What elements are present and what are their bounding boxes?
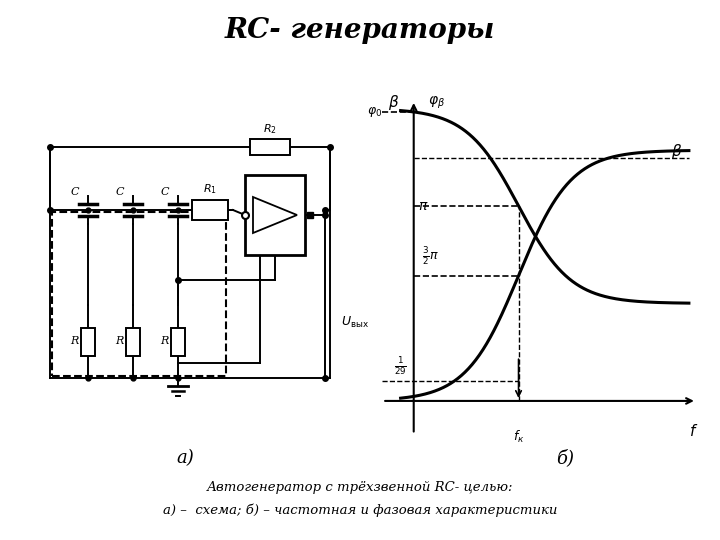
Bar (192, 200, 228, 220)
Text: RC- генераторы: RC- генераторы (225, 17, 495, 44)
Text: $R_1$: $R_1$ (203, 182, 217, 196)
Text: C: C (161, 187, 169, 197)
Text: а) –  схема; б) – частотная и фазовая характеристики: а) – схема; б) – частотная и фазовая хар… (163, 503, 557, 517)
Bar (126, 327, 140, 355)
Bar (171, 327, 185, 355)
Text: $f$: $f$ (690, 423, 699, 439)
Text: C: C (116, 187, 125, 197)
Text: $\frac{1}{29}$: $\frac{1}{29}$ (394, 355, 407, 377)
Text: $\varphi_{\beta}$: $\varphi_{\beta}$ (428, 94, 445, 111)
Bar (245, 175, 305, 255)
Text: R: R (160, 336, 168, 347)
Text: C: C (71, 187, 79, 197)
Text: R: R (114, 336, 123, 347)
Bar (81, 327, 95, 355)
Text: б): б) (556, 449, 574, 467)
Text: R: R (70, 336, 78, 347)
Text: $\pi$: $\pi$ (418, 199, 428, 213)
Text: $\varphi_0$: $\varphi_0$ (366, 105, 382, 119)
Text: Автогенератор с трёхзвенной RC- целью:: Автогенератор с трёхзвенной RC- целью: (207, 482, 513, 495)
Text: $\frac{3}{2}\pi$: $\frac{3}{2}\pi$ (422, 245, 438, 267)
Text: а): а) (176, 449, 194, 467)
Text: $f_к$: $f_к$ (513, 429, 524, 445)
Text: $\beta$: $\beta$ (670, 141, 682, 161)
Text: $U_{\rm{вых}}$: $U_{\rm{вых}}$ (341, 314, 369, 329)
Bar (250, 139, 290, 155)
Text: $R_2$: $R_2$ (263, 122, 277, 136)
Text: $\beta$: $\beta$ (388, 93, 400, 112)
